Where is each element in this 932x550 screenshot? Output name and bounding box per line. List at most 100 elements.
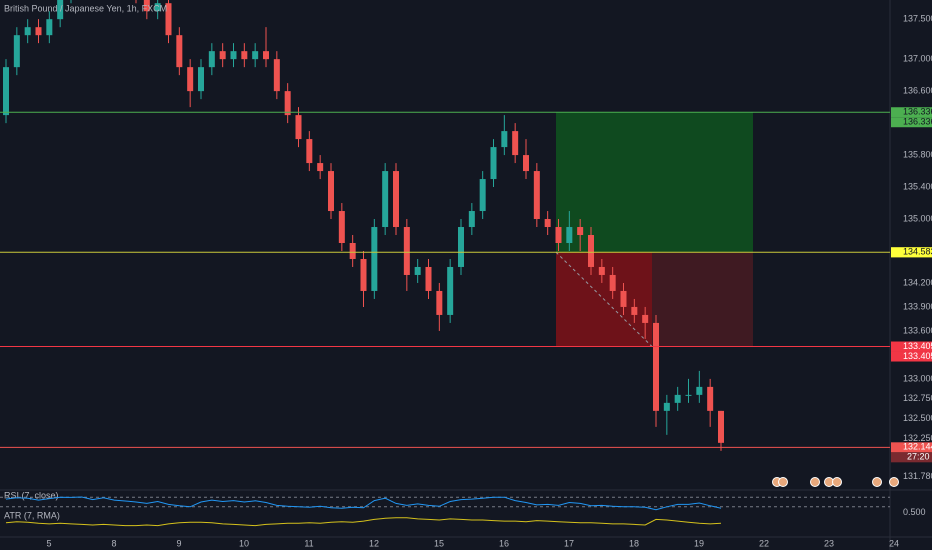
candle-body bbox=[707, 386, 714, 411]
candle-body bbox=[501, 131, 508, 148]
price-label: 136.336 bbox=[903, 107, 932, 117]
candle-body bbox=[642, 314, 649, 323]
price-label: 136.336 bbox=[903, 117, 932, 127]
y-tick-label: 135.400 bbox=[903, 181, 932, 191]
event-icon[interactable] bbox=[832, 477, 842, 487]
candle-body bbox=[230, 51, 237, 60]
candle-body bbox=[35, 27, 42, 36]
x-tick-label: 8 bbox=[111, 538, 116, 548]
trade-path bbox=[555, 251, 653, 347]
candle-body bbox=[718, 410, 724, 443]
y-tick-label: 135.000 bbox=[903, 213, 932, 223]
candle-body bbox=[468, 211, 475, 228]
candle-body bbox=[360, 258, 367, 291]
y-tick-label: 133.900 bbox=[903, 301, 932, 311]
candle-body bbox=[674, 394, 681, 403]
countdown-box bbox=[891, 452, 932, 463]
indicator-line bbox=[5, 517, 722, 527]
event-icon[interactable] bbox=[810, 477, 820, 487]
y-tick-label: 135.800 bbox=[903, 149, 932, 159]
candle-body bbox=[566, 227, 573, 244]
candle-body bbox=[425, 266, 432, 291]
candle-body bbox=[577, 227, 584, 236]
candle-body bbox=[458, 227, 464, 267]
candle-body bbox=[165, 3, 172, 36]
candle-body bbox=[13, 35, 20, 68]
candle-body bbox=[24, 27, 31, 36]
profit-zone bbox=[556, 112, 753, 253]
candle-body bbox=[295, 115, 302, 140]
candle-body bbox=[512, 131, 519, 156]
y-tick-label: 132.500 bbox=[903, 413, 932, 423]
candle-body bbox=[154, 3, 161, 12]
candle-body bbox=[598, 266, 605, 275]
candle-body bbox=[3, 67, 9, 116]
candle-body bbox=[479, 179, 486, 212]
price-label-box bbox=[891, 341, 932, 352]
indicator-line bbox=[5, 496, 722, 511]
x-tick-label: 18 bbox=[629, 538, 639, 548]
x-tick-label: 19 bbox=[694, 538, 704, 548]
candle-body bbox=[620, 290, 627, 307]
candle-body bbox=[685, 394, 692, 396]
event-icon[interactable] bbox=[872, 477, 882, 487]
candle-body bbox=[382, 171, 389, 228]
candle-body bbox=[273, 59, 280, 92]
indicator-label: ATR (7, RMA) bbox=[4, 510, 60, 520]
candle-body bbox=[176, 35, 183, 68]
price-label: 134.583 bbox=[903, 247, 932, 257]
y-tick-label: 133.000 bbox=[903, 373, 932, 383]
price-label-box bbox=[891, 117, 932, 128]
x-tick-label: 17 bbox=[564, 538, 574, 548]
candle-body bbox=[609, 274, 616, 291]
candle-body bbox=[631, 306, 638, 315]
candle-body bbox=[241, 51, 248, 60]
candle-body bbox=[328, 171, 334, 212]
x-tick-label: 15 bbox=[434, 538, 444, 548]
candle-body bbox=[252, 51, 259, 60]
x-tick-label: 10 bbox=[239, 538, 249, 548]
candle-body bbox=[46, 19, 53, 36]
candle-body bbox=[306, 139, 313, 164]
indicator-label: RSI (7, close) bbox=[4, 490, 59, 500]
x-tick-label: 12 bbox=[369, 538, 379, 548]
x-tick-label: 23 bbox=[824, 538, 834, 548]
y-tick-label: 137.000 bbox=[903, 54, 932, 64]
candle-body bbox=[284, 91, 291, 116]
price-label-box bbox=[891, 107, 932, 118]
y-tick-label: 136.600 bbox=[903, 86, 932, 96]
candle-body bbox=[555, 227, 562, 244]
candle-body bbox=[490, 147, 497, 180]
candle-body bbox=[523, 155, 529, 172]
y-tick-label: 132.750 bbox=[903, 393, 932, 403]
candle-body bbox=[219, 51, 226, 60]
candle-body bbox=[544, 219, 551, 228]
price-label: 133.405 bbox=[903, 351, 932, 361]
price-label-box bbox=[891, 351, 932, 362]
y-tick-label: 134.200 bbox=[903, 277, 932, 287]
indicator-tick-label: 0.500 bbox=[903, 507, 926, 517]
chart-title: British Pound / Japanese Yen, 1h, FXCM bbox=[4, 3, 167, 13]
candle-body bbox=[403, 227, 410, 275]
price-label-box bbox=[891, 247, 932, 258]
price-label: 133.405 bbox=[903, 341, 932, 351]
candle-body bbox=[143, 0, 150, 12]
event-markers bbox=[772, 477, 899, 487]
y-tick-label: 133.600 bbox=[903, 325, 932, 335]
candle-body bbox=[533, 171, 540, 220]
x-tick-label: 24 bbox=[889, 538, 899, 548]
candle-body bbox=[436, 290, 443, 315]
candle-body bbox=[447, 266, 454, 315]
countdown: 27:20 bbox=[907, 452, 930, 462]
event-icon[interactable] bbox=[778, 477, 788, 487]
candle-body bbox=[187, 67, 194, 92]
price-label-box bbox=[891, 442, 932, 453]
event-icon[interactable] bbox=[889, 477, 899, 487]
candle-body bbox=[208, 51, 215, 68]
candle-body bbox=[393, 171, 399, 228]
candle-body bbox=[371, 227, 378, 291]
candle-body bbox=[349, 243, 356, 259]
y-tick-label: 132.250 bbox=[903, 433, 932, 443]
